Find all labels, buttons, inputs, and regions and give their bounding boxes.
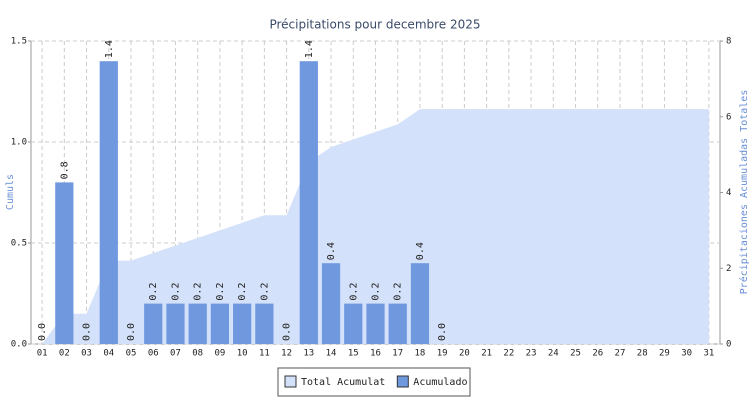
x-tick-label: 07 xyxy=(170,349,181,359)
x-tick-label: 06 xyxy=(148,349,159,359)
data-label: 0.8 xyxy=(59,161,70,179)
data-label: 0.0 xyxy=(126,323,137,341)
x-tick-label: 27 xyxy=(615,349,626,359)
bar xyxy=(188,303,207,344)
legend-label: Acumulado xyxy=(413,377,467,388)
data-label: 0.0 xyxy=(37,323,48,341)
data-label: 0.2 xyxy=(348,283,359,301)
x-tick-label: 10 xyxy=(237,349,248,359)
y-tick-label: 1.5 xyxy=(11,37,27,47)
y-tick-label: 0.0 xyxy=(11,340,27,350)
x-tick-label: 11 xyxy=(259,349,270,359)
bar xyxy=(210,303,230,344)
chart-title: Précipitations pour decembre 2025 xyxy=(269,18,480,32)
area xyxy=(42,109,709,344)
legend-swatch xyxy=(396,375,409,388)
bar xyxy=(366,303,385,344)
legend-box xyxy=(277,367,471,397)
x-tick-label: 02 xyxy=(59,349,70,359)
x-tick-label: 12 xyxy=(281,349,292,359)
y2-tick-label: 6 xyxy=(726,112,731,122)
x-tick-label: 23 xyxy=(526,349,537,359)
data-label: 0.0 xyxy=(82,323,93,341)
x-tick-label: 16 xyxy=(370,349,381,359)
x-tick-label: 01 xyxy=(37,349,48,359)
x-tick-label: 08 xyxy=(192,349,203,359)
data-label: 1.4 xyxy=(304,40,315,58)
y2-tick-label: 2 xyxy=(726,264,731,274)
data-label: 0.2 xyxy=(259,283,270,301)
x-tick-label: 18 xyxy=(415,349,426,359)
x-tick-label: 17 xyxy=(392,349,403,359)
y-tick-label: 0.5 xyxy=(11,239,27,249)
x-tick-label: 28 xyxy=(637,349,648,359)
x-tick-label: 13 xyxy=(303,349,314,359)
bar xyxy=(344,303,363,344)
x-tick-label: 09 xyxy=(214,349,225,359)
bar xyxy=(321,263,341,344)
bar xyxy=(233,303,252,344)
bar xyxy=(166,303,185,344)
data-label: 1.4 xyxy=(104,40,115,58)
x-tick-label: 29 xyxy=(659,349,670,359)
x-tick-label: 30 xyxy=(681,349,692,359)
x-tick-label: 22 xyxy=(503,349,514,359)
x-tick-label: 24 xyxy=(548,349,559,359)
bar xyxy=(99,61,118,344)
x-tick-label: 20 xyxy=(459,349,470,359)
x-tick-label: 14 xyxy=(326,349,337,359)
data-label: 0.2 xyxy=(393,283,404,301)
bar xyxy=(388,303,407,344)
data-label: 0.0 xyxy=(282,323,293,341)
y-axis-label: Cumuls xyxy=(5,174,16,210)
bar xyxy=(255,303,274,344)
x-tick-label: 05 xyxy=(126,349,137,359)
x-tick-label: 04 xyxy=(103,349,114,359)
data-label: 0.4 xyxy=(326,242,337,260)
x-tick-label: 03 xyxy=(81,349,92,359)
x-tick-label: 15 xyxy=(348,349,359,359)
y2-axis-label: Précipitaciones Acumuladas Totales xyxy=(738,90,750,295)
plot xyxy=(42,61,709,344)
legend-label: Total Acumulat xyxy=(301,377,385,388)
y-tick-label: 1.0 xyxy=(11,138,27,148)
legend: Total Acumulat Acumulado xyxy=(277,367,471,397)
bar xyxy=(55,182,74,344)
x-tick-label: 21 xyxy=(481,349,492,359)
data-label: 0.2 xyxy=(215,283,226,301)
x-tick-label: 25 xyxy=(570,349,581,359)
bar xyxy=(299,61,318,344)
data-label: 0.2 xyxy=(148,283,159,301)
y2-tick-label: 8 xyxy=(726,37,731,47)
legend-swatch xyxy=(284,375,297,388)
y2-tick-label: 0 xyxy=(726,340,731,350)
data-label: 0.2 xyxy=(170,283,181,301)
y2-tick-label: 4 xyxy=(726,188,731,198)
data-label: 0.4 xyxy=(415,242,426,260)
data-label: 0.2 xyxy=(193,283,204,301)
x-tick-label: 26 xyxy=(592,349,603,359)
x-tick-label: 19 xyxy=(437,349,448,359)
data-label: 0.0 xyxy=(437,323,448,341)
bar xyxy=(410,263,430,344)
x-tick-label: 31 xyxy=(703,349,714,359)
data-label: 0.2 xyxy=(237,283,248,301)
bar xyxy=(144,303,163,344)
data-label: 0.2 xyxy=(371,283,382,301)
